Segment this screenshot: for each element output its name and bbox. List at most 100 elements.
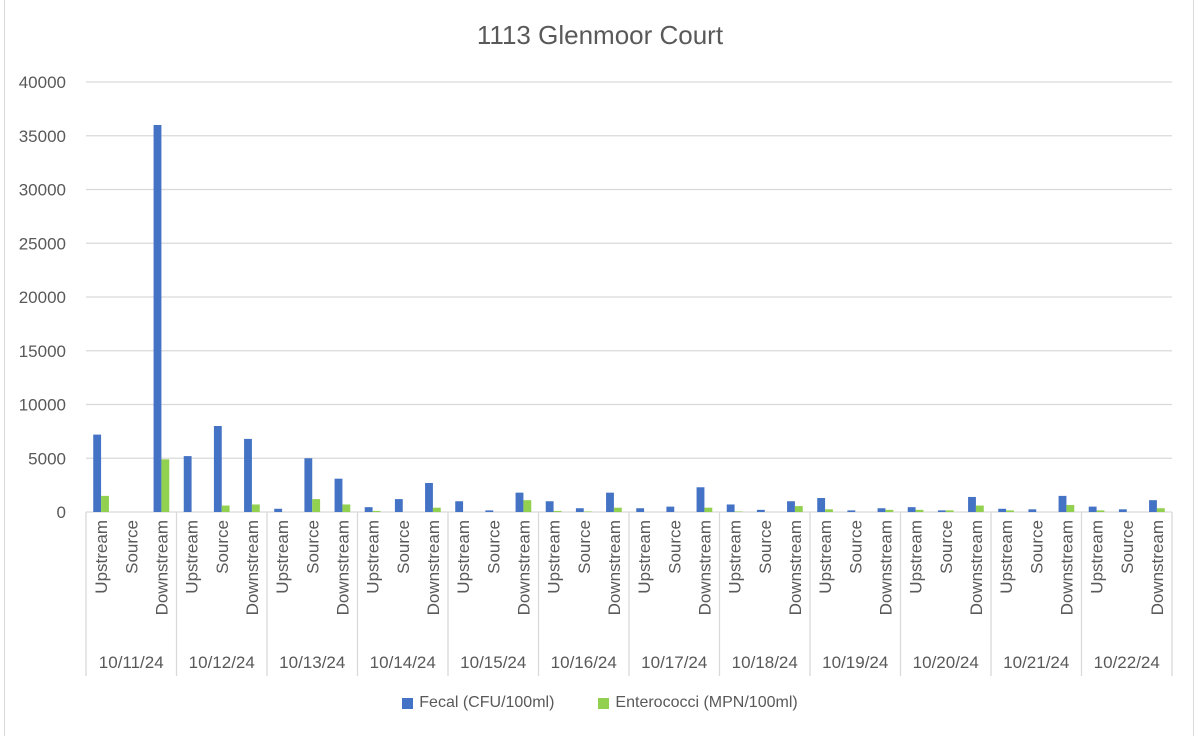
y-tick-label: 15000 xyxy=(19,342,66,361)
enterococci-bar[interactable] xyxy=(372,510,381,512)
fecal-bar[interactable] xyxy=(1088,506,1097,512)
x-subcategory-label: Source xyxy=(484,520,503,574)
x-subcategory-label: Upstream xyxy=(545,520,564,594)
fecal-bar[interactable] xyxy=(153,125,162,512)
x-subcategory-label: Upstream xyxy=(1088,520,1107,594)
x-subcategory-label: Downstream xyxy=(786,520,805,615)
enterococci-bar[interactable] xyxy=(312,499,321,512)
fecal-bar[interactable] xyxy=(696,487,705,512)
enterococci-bar[interactable] xyxy=(734,511,743,512)
x-subcategory-label: Downstream xyxy=(514,520,533,615)
enterococci-bar[interactable] xyxy=(1096,510,1105,512)
x-group-label: 10/19/24 xyxy=(822,653,888,672)
fecal-bar[interactable] xyxy=(515,492,524,512)
x-group-label: 10/20/24 xyxy=(913,653,979,672)
enterococci-bar[interactable] xyxy=(704,507,713,512)
enterococci-bar[interactable] xyxy=(1156,508,1165,512)
fecal-bar[interactable] xyxy=(485,510,494,512)
fecal-bar[interactable] xyxy=(183,456,192,512)
y-tick-label: 30000 xyxy=(19,181,66,200)
x-subcategory-label: Downstream xyxy=(1148,520,1167,615)
fecal-bar[interactable] xyxy=(334,478,343,512)
enterococci-bar[interactable] xyxy=(794,506,803,512)
enterococci-bar[interactable] xyxy=(523,500,532,512)
enterococci-bar[interactable] xyxy=(613,507,622,512)
fecal-bar[interactable] xyxy=(907,507,916,512)
fecal-bar[interactable] xyxy=(968,496,976,512)
x-group-label: 10/17/24 xyxy=(641,653,707,672)
fecal-bar[interactable] xyxy=(455,501,464,512)
enterococci-bar[interactable] xyxy=(825,509,833,512)
fecal-bar[interactable] xyxy=(847,510,856,512)
fecal-bar[interactable] xyxy=(364,507,373,512)
enterococci-bar[interactable] xyxy=(885,509,894,512)
enterococci-bar[interactable] xyxy=(1066,505,1075,512)
fecal-bar[interactable] xyxy=(575,508,584,512)
enterococci-bar[interactable] xyxy=(432,507,441,512)
x-group-label: 10/14/24 xyxy=(370,653,436,672)
x-subcategory-label: Source xyxy=(122,520,141,574)
fecal-bar[interactable] xyxy=(304,458,313,512)
fecal-bar[interactable] xyxy=(213,426,222,512)
x-subcategory-label: Downstream xyxy=(876,520,895,615)
x-subcategory-label: Upstream xyxy=(183,520,202,594)
fecal-bar[interactable] xyxy=(274,508,283,512)
y-tick-label: 10000 xyxy=(19,396,66,415)
y-tick-label: 0 xyxy=(57,503,66,522)
enterococci-bar[interactable] xyxy=(553,510,562,512)
x-subcategory-label: Source xyxy=(756,520,775,574)
x-subcategory-label: Downstream xyxy=(424,520,443,615)
fecal-bar[interactable] xyxy=(877,508,886,512)
x-subcategory-label: Upstream xyxy=(726,520,745,594)
enterococci-bar[interactable] xyxy=(342,504,351,512)
x-subcategory-label: Downstream xyxy=(243,520,262,615)
fecal-bar[interactable] xyxy=(817,498,826,512)
x-subcategory-label: Downstream xyxy=(695,520,714,615)
enterococci-bar[interactable] xyxy=(583,511,592,512)
fecal-bar[interactable] xyxy=(787,501,795,512)
enterococci-bar[interactable] xyxy=(161,459,170,512)
fecal-bar[interactable] xyxy=(1118,509,1127,512)
fecal-bar[interactable] xyxy=(1149,500,1157,512)
fecal-bar[interactable] xyxy=(937,510,946,512)
fecal-bar[interactable] xyxy=(425,482,433,512)
enterococci-bar[interactable] xyxy=(915,509,924,512)
enterococci-bar[interactable] xyxy=(251,504,260,512)
enterococci-bar[interactable] xyxy=(975,505,984,512)
fecal-bar[interactable] xyxy=(394,499,403,512)
fecal-bar[interactable] xyxy=(1028,509,1037,512)
x-subcategory-label: Downstream xyxy=(1057,520,1076,615)
fecal-bar[interactable] xyxy=(726,504,735,512)
enterococci-bar[interactable] xyxy=(221,505,230,512)
chart-title: 1113 Glenmoor Court xyxy=(476,20,724,50)
x-subcategory-label: Upstream xyxy=(273,520,292,594)
fecal-bar[interactable] xyxy=(666,506,675,512)
enterococci-bar[interactable] xyxy=(101,495,109,512)
y-tick-label: 25000 xyxy=(19,234,66,253)
legend-item-enterococci[interactable]: Enterococci (MPN/100ml) xyxy=(598,694,798,712)
fecal-bar[interactable] xyxy=(636,508,645,512)
chart-frame xyxy=(4,0,1194,736)
x-group-label: 10/21/24 xyxy=(1003,653,1069,672)
x-subcategory-label: Upstream xyxy=(907,520,926,594)
x-subcategory-label: Downstream xyxy=(333,520,352,615)
fecal-bar[interactable] xyxy=(606,492,614,512)
enterococci-bar[interactable] xyxy=(945,510,954,512)
legend-label: Enterococci (MPN/100ml) xyxy=(615,694,798,711)
x-subcategory-label: Downstream xyxy=(605,520,624,615)
x-group-label: 10/18/24 xyxy=(732,653,798,672)
x-subcategory-label: Downstream xyxy=(967,520,986,615)
fecal-bar[interactable] xyxy=(1058,495,1067,512)
fecal-bar[interactable] xyxy=(998,508,1007,512)
y-tick-label: 20000 xyxy=(19,288,66,307)
x-subcategory-label: Upstream xyxy=(635,520,654,594)
fecal-bar[interactable] xyxy=(756,509,765,512)
fecal-bar[interactable] xyxy=(545,501,554,512)
x-subcategory-label: Source xyxy=(1118,520,1137,574)
enterococci-bar[interactable] xyxy=(1006,510,1014,512)
fecal-bar[interactable] xyxy=(93,434,102,512)
fecal-bar[interactable] xyxy=(244,438,252,512)
y-tick-label: 40000 xyxy=(19,73,66,92)
legend-item-fecal[interactable]: Fecal (CFU/100ml) xyxy=(402,694,554,712)
